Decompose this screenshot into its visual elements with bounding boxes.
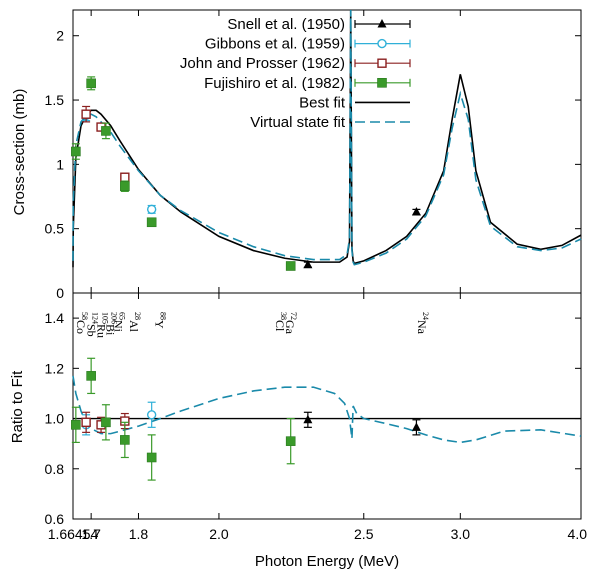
top-fit-curves xyxy=(72,9,582,268)
legend-label: Virtual state fit xyxy=(250,114,346,131)
legend-label: Snell et al. (1950) xyxy=(227,16,345,33)
bottom-y-axis-label: Ratio to Fit xyxy=(9,370,26,443)
legend-label: Best fit xyxy=(299,94,346,111)
x-tick-label: 1.7 xyxy=(81,526,101,542)
data-point xyxy=(303,259,313,269)
x-tick-label: 4.0 xyxy=(568,526,588,542)
data-point xyxy=(71,420,81,430)
bottom-y-tick-label: 1.0 xyxy=(45,411,65,427)
isotope-label: 124Sb xyxy=(85,312,100,337)
bottom-data-points xyxy=(71,357,421,481)
data-point xyxy=(81,109,91,119)
bottom-y-tick-label: 0.8 xyxy=(45,461,65,477)
bottom-plot-frame xyxy=(72,292,582,520)
legend-marker xyxy=(377,58,387,68)
virtual-state-fit-curve xyxy=(72,9,582,266)
top-y-tick-label: 0 xyxy=(56,285,64,301)
top-y-tick-label: 2 xyxy=(56,28,64,44)
x-axis-label: Photon Energy (MeV) xyxy=(255,553,399,570)
isotope-label: 24Na xyxy=(415,312,430,335)
data-point xyxy=(146,452,157,463)
legend-label: John and Prosser (1962) xyxy=(180,55,345,72)
data-point xyxy=(86,78,96,89)
top-y-ticks: 0 0.5 1 1.5 2 xyxy=(45,28,581,301)
data-point xyxy=(411,422,421,431)
legend-marker xyxy=(377,78,387,88)
top-data-points xyxy=(71,76,421,271)
legend: Snell et al. (1950) Gibbons et al. (1959)… xyxy=(180,16,411,131)
data-point xyxy=(71,146,81,157)
isotope-label: 65Ni xyxy=(112,312,127,333)
data-point xyxy=(120,172,130,182)
data-point xyxy=(101,417,111,428)
data-point xyxy=(285,261,296,271)
data-point xyxy=(101,126,111,136)
isotope-label: 206Bi xyxy=(104,312,119,336)
ratio-panel: 0.60.81.01.21.4 58Co124Sb105Ru206Bi65Ni2… xyxy=(9,292,582,527)
cross-section-panel: 0 0.5 1 1.5 2 Cross-section (mb) xyxy=(11,9,582,301)
data-point xyxy=(146,217,157,228)
isotope-label: 38Cl xyxy=(273,312,288,332)
top-y-axis-label: Cross-section (mb) xyxy=(11,89,28,216)
data-point xyxy=(146,204,157,215)
legend-label: Gibbons et al. (1959) xyxy=(205,36,345,53)
data-point xyxy=(303,414,313,424)
legend-marker xyxy=(377,38,387,49)
data-point xyxy=(86,371,96,381)
bottom-fit-curve xyxy=(72,375,582,444)
data-point xyxy=(285,436,296,446)
isotope-label: 105Ru xyxy=(95,312,110,338)
x-tick-label: 2.0 xyxy=(209,526,229,542)
data-point xyxy=(146,410,157,420)
data-point xyxy=(81,417,91,428)
virtual-state-ratio-curve xyxy=(72,375,582,444)
isotope-label: 28Al xyxy=(127,312,142,333)
isotope-label: 88Y xyxy=(153,312,168,329)
bottom-y-tick-label: 0.6 xyxy=(45,511,65,527)
top-y-tick-label: 0.5 xyxy=(45,221,65,237)
x-tick-label: 1.8 xyxy=(129,526,149,542)
x-tick-label: 1.66454 xyxy=(48,526,99,542)
legend-label: Fujishiro et al. (1982) xyxy=(204,75,345,92)
isotope-label: 58Co xyxy=(74,312,89,334)
x-tick-label: 3.0 xyxy=(451,526,471,542)
x-tick-label: 2.5 xyxy=(354,526,374,542)
bottom-y-tick-label: 1.4 xyxy=(45,310,65,326)
data-point xyxy=(120,181,130,192)
bottom-y-tick-label: 1.2 xyxy=(45,360,65,376)
legend-marker xyxy=(377,19,387,28)
data-point xyxy=(411,206,421,216)
data-point xyxy=(120,435,130,445)
top-y-tick-label: 1.5 xyxy=(45,92,65,108)
isotope-label: 72Ga xyxy=(283,312,298,335)
top-y-tick-label: 1 xyxy=(56,156,64,172)
